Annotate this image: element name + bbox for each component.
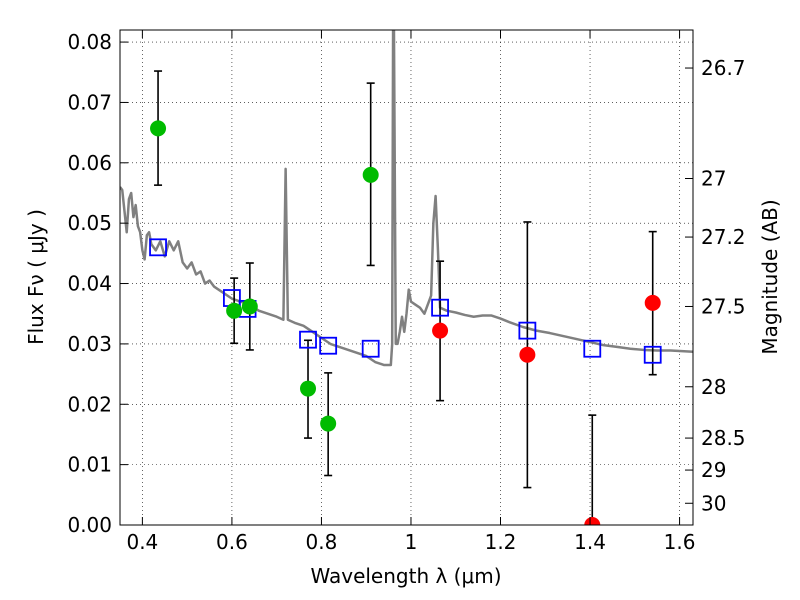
plot-background (120, 30, 693, 525)
grid (120, 30, 693, 526)
detection-marker (241, 298, 258, 315)
detection-marker (362, 166, 379, 183)
y-tick-label: 0.03 (67, 332, 112, 356)
model-square-marker (583, 339, 602, 358)
y2-tick-label: 30 (701, 491, 726, 515)
y-tick-label: 0.05 (67, 211, 112, 235)
detection-marker (300, 380, 317, 397)
y2-tick-label: 27 (701, 167, 726, 191)
markers-layer (149, 120, 662, 525)
x-tick-label: 1.2 (485, 530, 517, 554)
y-axis: 0.00 0.01 0.02 0.03 0.04 0.05 0.06 0.07 0.08 (67, 30, 128, 537)
y-tick-label: 0.04 (67, 272, 112, 296)
x-tick-label: 0.8 (306, 530, 338, 554)
y2-axis-label: Magnitude (AB) (758, 199, 782, 354)
y2-tick-label: 27.2 (701, 225, 746, 249)
x-tick-label: 1 (405, 530, 418, 554)
nondetection-marker (519, 346, 536, 363)
model-square-marker (319, 336, 338, 355)
detection-marker (226, 302, 243, 319)
detection-marker (320, 415, 337, 432)
y2-tick-label: 26.7 (701, 56, 746, 80)
x-axis: 0.4 0.6 0.8 1 1.2 1.4 1.6 (126, 30, 695, 554)
y-tick-label: 0.08 (67, 30, 112, 54)
x-axis-label: Wavelength λ (μm) (310, 564, 501, 588)
model-square-marker (361, 339, 380, 358)
spectrum-layer (120, 30, 693, 367)
y2-tick-label: 29 (701, 458, 726, 482)
y2-tick-label: 28 (701, 375, 726, 399)
detection-marker (150, 120, 167, 137)
spectrum-line (120, 30, 693, 367)
y-tick-label: 0.01 (67, 453, 112, 477)
nondetection-marker (644, 294, 661, 311)
y2-tick-label: 27.5 (701, 294, 746, 318)
plot-frame (119, 29, 694, 526)
model-square-marker (299, 330, 317, 349)
x-tick-label: 1.4 (574, 530, 606, 554)
x-tick-label: 0.4 (126, 530, 158, 554)
y-tick-label: 0.06 (67, 151, 112, 175)
model-square-marker (149, 238, 167, 257)
nondetection-marker (432, 322, 449, 339)
x-tick-label: 0.6 (216, 530, 248, 554)
y-tick-label: 0.07 (67, 90, 112, 114)
model-square-marker (643, 345, 662, 364)
y2-tick-label: 28.5 (701, 426, 746, 450)
y-axis-label: Flux Fν ( μJy ) (24, 209, 48, 345)
y2-axis: 26.7 27 27.2 27.5 28 28.5 29 30 (685, 56, 746, 515)
nondetection-marker (584, 517, 601, 525)
model-square-marker (431, 298, 449, 317)
y-tick-label: 0.02 (67, 392, 112, 416)
y-tick-label: 0.00 (67, 513, 112, 537)
model-square-marker (518, 321, 537, 340)
x-tick-label: 1.6 (664, 530, 696, 554)
